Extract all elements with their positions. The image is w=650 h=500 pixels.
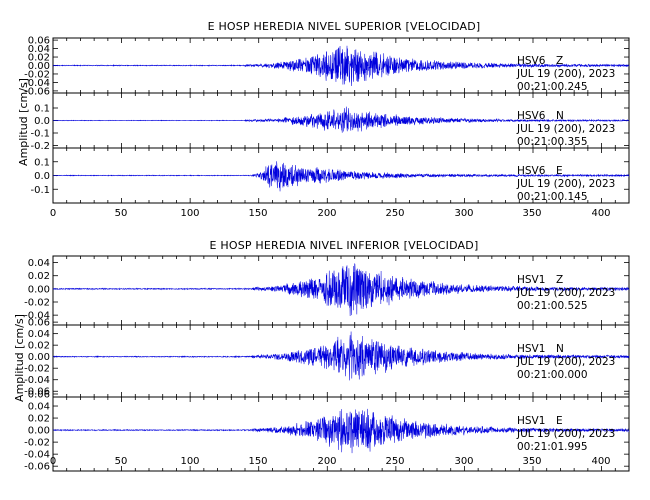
x-tick-label: 50 — [115, 208, 128, 219]
y-tick-label: 0.02 — [28, 414, 50, 425]
y-tick-label: 0.04 — [28, 44, 50, 55]
y-tick-label: 0.06 — [28, 389, 50, 400]
y-tick-label: 0.02 — [28, 341, 50, 352]
x-tick-label: 150 — [248, 208, 267, 219]
station-label: HSV1 — [517, 415, 545, 427]
y-tick-label: 0.00 — [28, 352, 50, 363]
x-tick-label: 100 — [180, 208, 199, 219]
y-tick-label: 0.0 — [34, 171, 50, 182]
x-tick-label: 200 — [317, 456, 336, 467]
y-tick-label: -0.04 — [24, 375, 50, 386]
y-tick-label: -0.1 — [30, 185, 50, 196]
component-label: Z — [556, 274, 563, 286]
y-tick-label: 0.02 — [28, 271, 50, 282]
x-tick-label: 350 — [522, 208, 541, 219]
y-tick-label: 0.06 — [28, 36, 50, 47]
y-tick-label: -0.06 — [24, 387, 50, 398]
station-label: HSV6 — [517, 55, 546, 67]
date-label: JUL 19 (200), 2023 — [516, 178, 615, 190]
y-tick-label: 0.04 — [28, 258, 50, 269]
x-tick-label: 350 — [522, 456, 541, 467]
y-tick-label: -0.02 — [24, 298, 50, 309]
date-label: JUL 19 (200), 2023 — [516, 428, 615, 440]
x-tick-label: 150 — [248, 456, 267, 467]
waveform-line — [52, 263, 630, 317]
panel-superior-xtick-labels: 0 50 100 150 200 250 300 350 400 — [50, 208, 611, 219]
y-tick-label: -0.04 — [24, 450, 50, 461]
y-tick-label: -0.2 — [30, 141, 50, 152]
waveform-line — [52, 161, 630, 192]
y-tick-label: 0.00 — [28, 61, 50, 72]
y-tick-label: -0.06 — [24, 462, 50, 473]
component-label: N — [556, 343, 564, 355]
y-tick-label: -0.02 — [24, 438, 50, 449]
trace-hsv1-n-info: HSV1 N JUL 19 (200), 2023 00:21:00.000 — [516, 343, 615, 381]
time-label: 00:21:00.000 — [517, 369, 588, 381]
y-tick-label: 0.04 — [28, 329, 50, 340]
waveform-line — [52, 45, 630, 87]
trace-hsv1-e-info: HSV1 E JUL 19 (200), 2023 00:21:01.995 — [516, 415, 615, 453]
panel-inferior: E HOSP HEREDIA NIVEL INFERIOR [VELOCIDAD… — [13, 239, 630, 473]
x-tick-label: 400 — [591, 456, 610, 467]
waveform-line — [52, 331, 630, 381]
y-tick-label: 0.00 — [28, 284, 50, 295]
station-label: HSV6 — [517, 110, 546, 122]
component-label: E — [556, 415, 563, 427]
y-tick-label: 0.04 — [28, 402, 50, 413]
x-tick-label: 250 — [385, 208, 404, 219]
panel-superior-ylabel: Amplitud [cm/s] — [17, 78, 30, 166]
y-tick-label: -0.02 — [24, 69, 50, 80]
panel-superior-title: E HOSP HEREDIA NIVEL SUPERIOR [VELOCIDAD… — [208, 20, 481, 33]
station-label: HSV1 — [517, 343, 545, 355]
x-tick-label: 300 — [454, 456, 473, 467]
y-tick-label: -0.06 — [24, 86, 50, 97]
trace-hsv1-e: 0.060.040.020.00-0.02-0.04-0.06 — [24, 389, 630, 473]
component-label: E — [556, 165, 563, 177]
date-label: JUL 19 (200), 2023 — [516, 356, 615, 368]
trace-hsv6-z-info: HSV6 Z JUL 19 (200), 2023 00:21:00.245 — [516, 55, 615, 93]
trace-hsv6-z: 0.060.040.020.00-0.02-0.04-0.06 — [24, 36, 630, 97]
station-label: HSV1 — [517, 274, 545, 286]
panel-inferior-title: E HOSP HEREDIA NIVEL INFERIOR [VELOCIDAD… — [210, 239, 479, 252]
y-tick-label: 0.06 — [28, 318, 50, 329]
time-label: 00:21:00.525 — [517, 300, 588, 312]
y-tick-label: -0.1 — [30, 129, 50, 140]
time-label: 00:21:01.995 — [517, 441, 588, 453]
x-tick-label: 50 — [115, 456, 128, 467]
panel-inferior-xtick-labels: 0 50 100 150 200 250 300 350 400 — [50, 456, 611, 467]
trace-hsv6-n-info: HSV6 N JUL 19 (200), 2023 00:21:00.355 — [516, 110, 615, 148]
y-tick-label: 0.1 — [34, 104, 50, 115]
waveform-line — [52, 106, 630, 133]
y-tick-label: 0.0 — [34, 116, 50, 127]
x-tick-label: 250 — [385, 456, 404, 467]
trace-hsv1-z-info: HSV1 Z JUL 19 (200), 2023 00:21:00.525 — [516, 274, 615, 312]
y-tick-label: -0.02 — [24, 364, 50, 375]
date-label: JUL 19 (200), 2023 — [516, 123, 615, 135]
station-label: HSV6 — [517, 165, 546, 177]
trace-hsv6-e-info: HSV6 E JUL 19 (200), 2023 00:21:00.145 — [516, 165, 615, 203]
y-tick-label: 0.1 — [34, 157, 50, 168]
date-label: JUL 19 (200), 2023 — [516, 287, 615, 299]
panel-superior: E HOSP HEREDIA NIVEL SUPERIOR [VELOCIDAD… — [17, 20, 630, 219]
x-tick-label: 100 — [180, 456, 199, 467]
y-tick-label: 0.02 — [28, 53, 50, 64]
trace-hsv6-e: 0.1 0.0 -0.1 — [30, 147, 630, 204]
time-label: 00:21:00.145 — [517, 191, 588, 203]
y-tick-label: -0.04 — [24, 311, 50, 322]
component-label: N — [556, 110, 564, 122]
panel-inferior-ylabel: Amplitud [cm/s] — [13, 314, 26, 402]
component-label: Z — [556, 55, 563, 67]
y-tick-label: -0.04 — [24, 78, 50, 89]
x-tick-label: 300 — [454, 208, 473, 219]
date-label: JUL 19 (200), 2023 — [516, 68, 615, 80]
waveform-line — [52, 408, 630, 454]
trace-hsv1-n: 0.060.040.020.00-0.02-0.04-0.06 — [24, 318, 630, 398]
x-tick-label: 200 — [317, 208, 336, 219]
time-label: 00:21:00.245 — [517, 81, 588, 93]
x-tick-label: 0 — [50, 208, 56, 219]
y-tick-label: 0.00 — [28, 426, 50, 437]
time-label: 00:21:00.355 — [517, 136, 588, 148]
x-tick-label: 400 — [591, 208, 610, 219]
